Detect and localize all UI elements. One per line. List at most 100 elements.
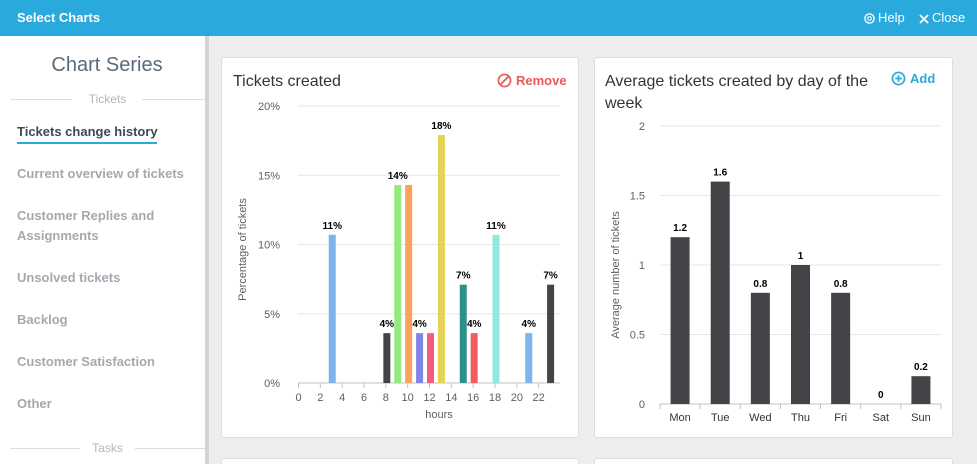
y-tick-label: 2 — [639, 121, 645, 133]
bar — [791, 265, 810, 404]
y-axis-label: Percentage of tickets — [237, 198, 249, 301]
bar — [911, 376, 931, 404]
sidebar-item-unsolved-tickets[interactable]: Unsolved tickets — [17, 270, 121, 285]
y-tick-label: 15% — [258, 170, 280, 182]
close-label: Close — [932, 10, 966, 25]
x-tick-label: 20 — [511, 392, 523, 404]
data-label: 1.2 — [673, 223, 687, 234]
x-tick-label: 4 — [339, 392, 345, 404]
add-chart-button[interactable]: Add — [891, 71, 935, 86]
data-label: 18% — [431, 121, 451, 132]
chart-card-avg-by-day: Average tickets created by day of the we… — [594, 57, 953, 438]
section-label-tickets: Tickets — [88, 92, 127, 106]
data-label: 1 — [798, 251, 804, 262]
help-icon — [864, 13, 875, 24]
x-tick-label: Thu — [791, 412, 810, 424]
bar — [525, 333, 533, 383]
y-tick-label: 20% — [258, 101, 280, 113]
x-tick-label: 14 — [445, 392, 457, 404]
y-tick-label: 0.5 — [630, 330, 645, 342]
bar — [427, 333, 434, 383]
chart-card-placeholder — [594, 458, 953, 464]
y-axis-label: Average number of tickets — [610, 211, 622, 339]
bar — [547, 284, 555, 383]
x-tick-label: Tue — [711, 412, 730, 424]
bar — [405, 184, 413, 383]
sidebar-item-customer-replies[interactable]: Customer Replies and Assignments — [17, 208, 155, 243]
remove-chart-button[interactable]: Remove — [497, 73, 567, 88]
data-label: 11% — [323, 221, 343, 232]
x-tick-label: 6 — [361, 392, 367, 404]
remove-icon — [497, 73, 512, 88]
bar — [394, 184, 402, 383]
data-label: 4% — [522, 319, 537, 330]
y-tick-label: 10% — [258, 240, 280, 252]
data-label: 0.8 — [834, 279, 848, 290]
x-tick-label: Sun — [911, 412, 931, 424]
y-tick-label: 0% — [264, 378, 280, 390]
bar — [831, 292, 851, 404]
x-tick-label: Sat — [873, 412, 890, 424]
bar — [470, 333, 478, 383]
bar — [416, 333, 424, 383]
x-tick-label: 16 — [467, 392, 479, 404]
data-label: 11% — [486, 221, 506, 232]
y-tick-label: 1.5 — [630, 191, 645, 203]
dialog-title: Select Charts — [17, 10, 101, 25]
x-tick-label: 8 — [383, 392, 389, 404]
sidebar-scrollbar[interactable] — [205, 36, 209, 464]
sidebar: Chart Series Tickets Tickets change hist… — [0, 36, 205, 464]
x-tick-label: Fri — [834, 412, 847, 424]
section-label-tasks: Tasks — [92, 441, 123, 455]
data-label: 0.2 — [914, 362, 928, 373]
sidebar-item-customer-satisfaction[interactable]: Customer Satisfaction — [17, 354, 155, 369]
x-tick-label: 2 — [317, 392, 323, 404]
chart-title: Average tickets created by day of the we… — [605, 73, 868, 112]
close-button[interactable]: Close — [919, 10, 965, 25]
y-tick-label: 1 — [639, 260, 645, 272]
x-tick-label: 18 — [489, 392, 501, 404]
x-tick-label: 0 — [295, 392, 301, 404]
remove-label: Remove — [516, 73, 567, 88]
add-label: Add — [910, 71, 936, 86]
bar — [437, 135, 445, 383]
data-label: 0 — [878, 390, 884, 401]
avg-tickets-by-day-chart: 0 0.5 1 1.5 2 Average number of tickets 1.2 Mon… — [610, 121, 942, 424]
bar — [459, 284, 467, 383]
x-axis-label: hours — [425, 409, 453, 421]
x-tick-label: Wed — [749, 412, 771, 424]
data-label: 14% — [388, 171, 408, 182]
chart-title: Tickets created — [233, 73, 341, 90]
bar — [710, 181, 730, 404]
help-button[interactable]: Help — [864, 10, 905, 25]
y-tick-label: 5% — [264, 309, 280, 321]
section-divider-tasks: Tasks — [10, 441, 205, 455]
tickets-created-chart: 0% 5% 10% 15% 20% 0 2 4 6 8 10 12 14 16 18 20 22 hours Per… — [237, 101, 560, 421]
data-label: 7% — [543, 271, 558, 282]
sidebar-item-other[interactable]: Other — [17, 396, 52, 411]
data-label: 4% — [412, 319, 427, 330]
x-tick-label: 22 — [533, 392, 545, 404]
sidebar-heading: Chart Series — [51, 54, 163, 76]
active-item-underline — [17, 142, 157, 144]
sidebar-item-tickets-change-history[interactable]: Tickets change history — [17, 124, 158, 139]
help-label: Help — [878, 10, 905, 25]
top-bar: Select Charts Help Close — [0, 0, 977, 36]
data-label: 0.8 — [753, 279, 767, 290]
y-tick-label: 0 — [639, 399, 645, 411]
bar — [328, 234, 336, 383]
bar — [383, 333, 391, 383]
bar — [492, 234, 500, 383]
section-divider-tickets: Tickets — [10, 92, 205, 106]
bar — [670, 237, 690, 404]
x-tick-label: Mon — [669, 412, 690, 424]
chart-card-placeholder — [221, 458, 579, 464]
sidebar-item-backlog[interactable]: Backlog — [17, 312, 68, 327]
x-tick-label: 12 — [423, 392, 435, 404]
bar — [750, 292, 770, 404]
data-label: 4% — [467, 319, 482, 330]
data-label: 1.6 — [713, 168, 727, 179]
close-icon — [919, 14, 929, 24]
sidebar-item-current-overview[interactable]: Current overview of tickets — [17, 166, 184, 181]
data-label: 4% — [380, 319, 395, 330]
